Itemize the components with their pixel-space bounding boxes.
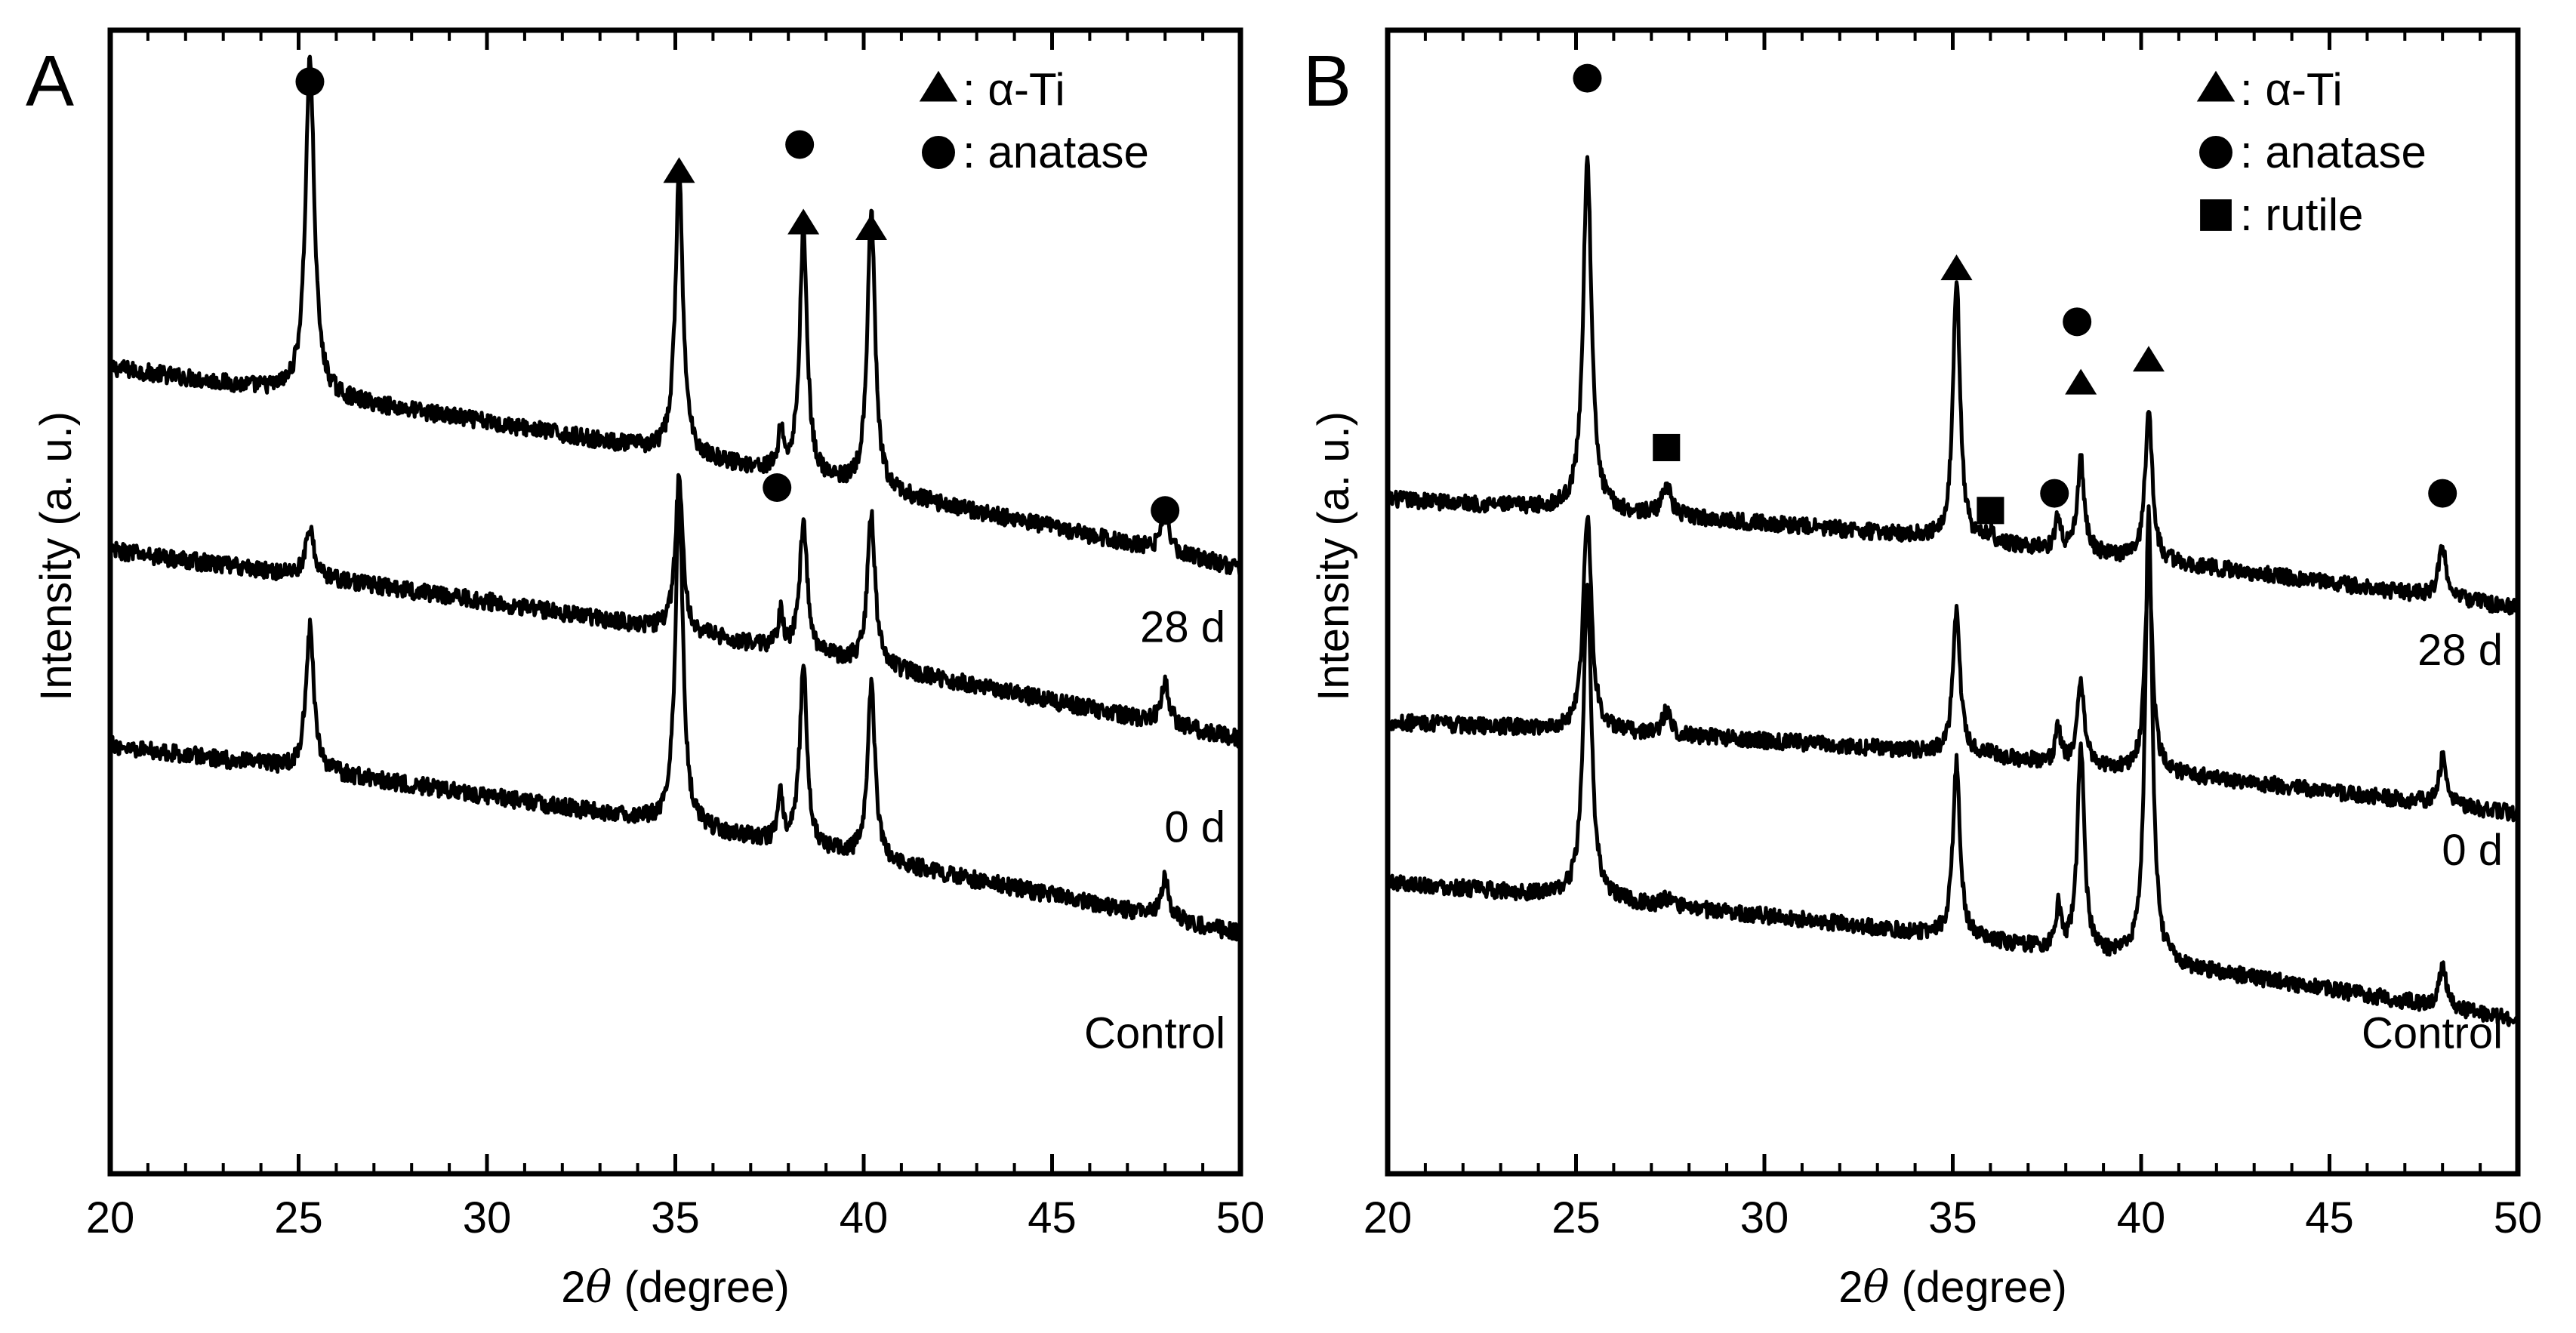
series-label: 28 d xyxy=(2417,626,2503,675)
series-line-28-d xyxy=(1385,155,2520,616)
peak-marker-triangle-icon xyxy=(787,208,820,235)
chart-panel-a: 20 25 30 35 40 45 50 2θ (degree) Intensity (a. u… xyxy=(26,27,1265,1313)
series-label: Control xyxy=(1084,1008,1225,1057)
peak-marker-triangle-icon xyxy=(663,157,695,183)
peak-marker-circle-icon xyxy=(763,473,792,502)
legend-label: : α-Ti xyxy=(963,64,1065,115)
peak-marker-square-icon xyxy=(1653,433,1681,462)
legend-circle-icon xyxy=(2199,136,2232,169)
series-line-control xyxy=(109,486,1243,942)
x-tick-label: 30 xyxy=(1740,1193,1789,1242)
series-label: 0 d xyxy=(2442,826,2503,875)
peak-marker-triangle-icon xyxy=(1940,254,1973,281)
x-tick-label: 30 xyxy=(463,1193,512,1242)
series-line-0-d xyxy=(1385,515,2520,823)
x-tick-label: 20 xyxy=(1363,1193,1413,1242)
peak-marker-circle-icon xyxy=(2428,479,2457,508)
peak-marker-square-icon xyxy=(1977,497,2004,525)
peak-marker-circle-icon xyxy=(295,67,325,97)
y-axis-label: Intensity (a. u.) xyxy=(32,411,81,701)
x-tick-label: 50 xyxy=(2494,1193,2543,1242)
panel-label-b: B xyxy=(1303,41,1351,122)
peak-marker-circle-icon xyxy=(1573,63,1602,93)
series-line-28-d xyxy=(108,54,1243,577)
series-label: 28 d xyxy=(1140,603,1225,652)
peak-marker-triangle-icon xyxy=(855,214,887,241)
series-line-control xyxy=(1385,504,2520,1027)
peak-marker-circle-icon xyxy=(1151,496,1180,525)
x-tick-label: 25 xyxy=(274,1193,323,1242)
peak-marker-circle-icon xyxy=(2063,307,2092,337)
legend-triangle-icon xyxy=(919,70,958,102)
legend-triangle-icon xyxy=(2196,70,2236,102)
peak-marker-circle-icon xyxy=(2040,479,2069,508)
x-tick-label: 50 xyxy=(1216,1193,1265,1242)
x-axis-label: 2θ (degree) xyxy=(561,1261,790,1313)
peak-marker-circle-icon xyxy=(785,130,815,159)
x-tick-label: 45 xyxy=(2305,1193,2354,1242)
series-line-0-d xyxy=(108,473,1243,749)
panel-label-a: A xyxy=(26,41,74,122)
legend-label: : rutile xyxy=(2240,189,2363,240)
peak-marker-triangle-icon xyxy=(2132,346,2165,372)
legend-circle-icon xyxy=(922,136,955,169)
series-label: 0 d xyxy=(1164,803,1225,852)
legend-label: : α-Ti xyxy=(2240,64,2343,115)
x-axis-label: 2θ (degree) xyxy=(1838,1261,2067,1313)
chart-panel-b: 20 25 30 35 40 45 50 2θ (degree) Intensity (a. u… xyxy=(1303,27,2543,1313)
x-tick-label: 40 xyxy=(2117,1193,2166,1242)
y-axis-label: Intensity (a. u.) xyxy=(1309,411,1358,701)
x-tick-label: 25 xyxy=(1551,1193,1601,1242)
legend-label: : anatase xyxy=(963,127,1149,177)
x-tick-label: 20 xyxy=(86,1193,135,1242)
legend-square-icon xyxy=(2200,199,2232,231)
x-tick-label: 35 xyxy=(1928,1193,1977,1242)
peak-marker-triangle-icon xyxy=(2065,368,2097,395)
x-tick-label: 35 xyxy=(651,1193,700,1242)
x-tick-label: 40 xyxy=(840,1193,889,1242)
x-tick-label: 45 xyxy=(1028,1193,1077,1242)
series-label: Control xyxy=(2362,1008,2503,1057)
legend-label: : anatase xyxy=(2240,127,2427,177)
